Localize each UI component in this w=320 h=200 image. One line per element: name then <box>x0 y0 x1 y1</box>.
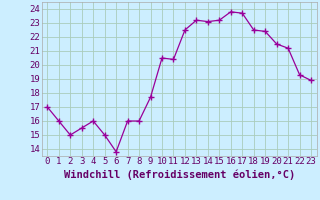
X-axis label: Windchill (Refroidissement éolien,°C): Windchill (Refroidissement éolien,°C) <box>64 169 295 180</box>
